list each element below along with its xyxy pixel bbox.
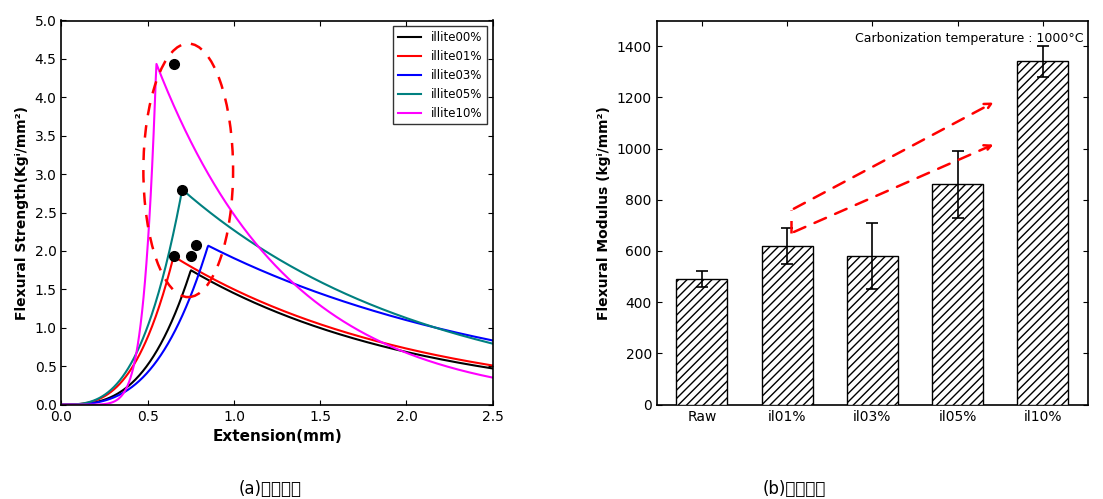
illite05%	[381, 308, 394, 314]
illite01%	[486, 363, 500, 369]
illite10%	[381, 342, 394, 348]
Bar	[761, 246, 813, 405]
illite03%	[165, 333, 179, 339]
Y-axis label: Flexural Strength(Kgⁱ/mm²): Flexural Strength(Kgⁱ/mm²)	[15, 106, 29, 319]
illite03%	[131, 379, 144, 385]
Bar	[847, 256, 898, 405]
illite05%	[165, 235, 179, 241]
Line: illite01%: illite01%	[62, 256, 493, 405]
illite03%	[55, 402, 68, 408]
illite05%	[175, 187, 189, 193]
illite01%	[343, 331, 356, 337]
Y-axis label: Flexural Modulus (kgⁱ/mm²): Flexural Modulus (kgⁱ/mm²)	[597, 106, 611, 319]
illite10%	[250, 242, 264, 248]
illite00%	[310, 324, 323, 330]
illite10%	[343, 322, 356, 328]
illite00%	[55, 402, 68, 408]
illite00%	[165, 317, 179, 323]
illite10%	[131, 342, 144, 348]
illite01%	[310, 320, 323, 326]
illite05%	[55, 402, 68, 408]
illite01%	[55, 402, 68, 408]
FancyArrowPatch shape	[794, 145, 990, 232]
FancyArrowPatch shape	[794, 104, 990, 209]
Line: illite05%: illite05%	[62, 190, 493, 405]
Bar	[1017, 61, 1069, 405]
illite00%	[184, 267, 197, 273]
illite05%	[250, 243, 264, 249]
Legend: illite00%, illite01%, illite03%, illite05%, illite10%: illite00%, illite01%, illite03%, illite0…	[393, 26, 486, 124]
illite03%	[310, 289, 323, 295]
illite00%	[486, 365, 500, 371]
illite10%	[167, 101, 180, 107]
Line: illite03%: illite03%	[62, 246, 493, 405]
illite03%	[486, 337, 500, 343]
Line: illite10%: illite10%	[62, 64, 493, 405]
Text: (b)탄성계수: (b)탄성계수	[762, 480, 826, 498]
illite05%	[131, 347, 144, 353]
illite01%	[168, 253, 181, 259]
illite01%	[381, 341, 394, 347]
illite01%	[131, 355, 144, 361]
illite00%	[343, 334, 356, 340]
illite03%	[343, 300, 356, 306]
Text: Carbonization temperature : 1000°C: Carbonization temperature : 1000°C	[855, 32, 1083, 45]
illite01%	[250, 297, 264, 303]
Text: (a)응력변화: (a)응력변화	[238, 480, 302, 498]
illite03%	[202, 243, 215, 249]
illite03%	[250, 265, 264, 271]
Line: illite00%: illite00%	[62, 270, 493, 405]
illite10%	[310, 299, 323, 305]
illite05%	[310, 277, 323, 283]
X-axis label: Extension(mm): Extension(mm)	[212, 429, 342, 444]
Bar	[676, 279, 727, 405]
illite00%	[131, 374, 144, 380]
illite05%	[343, 293, 356, 299]
illite01%	[165, 258, 179, 264]
illite10%	[55, 402, 68, 408]
illite00%	[250, 301, 264, 307]
illite10%	[150, 61, 163, 67]
illite00%	[381, 344, 394, 350]
illite10%	[486, 375, 500, 381]
illite03%	[381, 312, 394, 318]
illite05%	[486, 341, 500, 347]
Bar	[932, 185, 983, 405]
